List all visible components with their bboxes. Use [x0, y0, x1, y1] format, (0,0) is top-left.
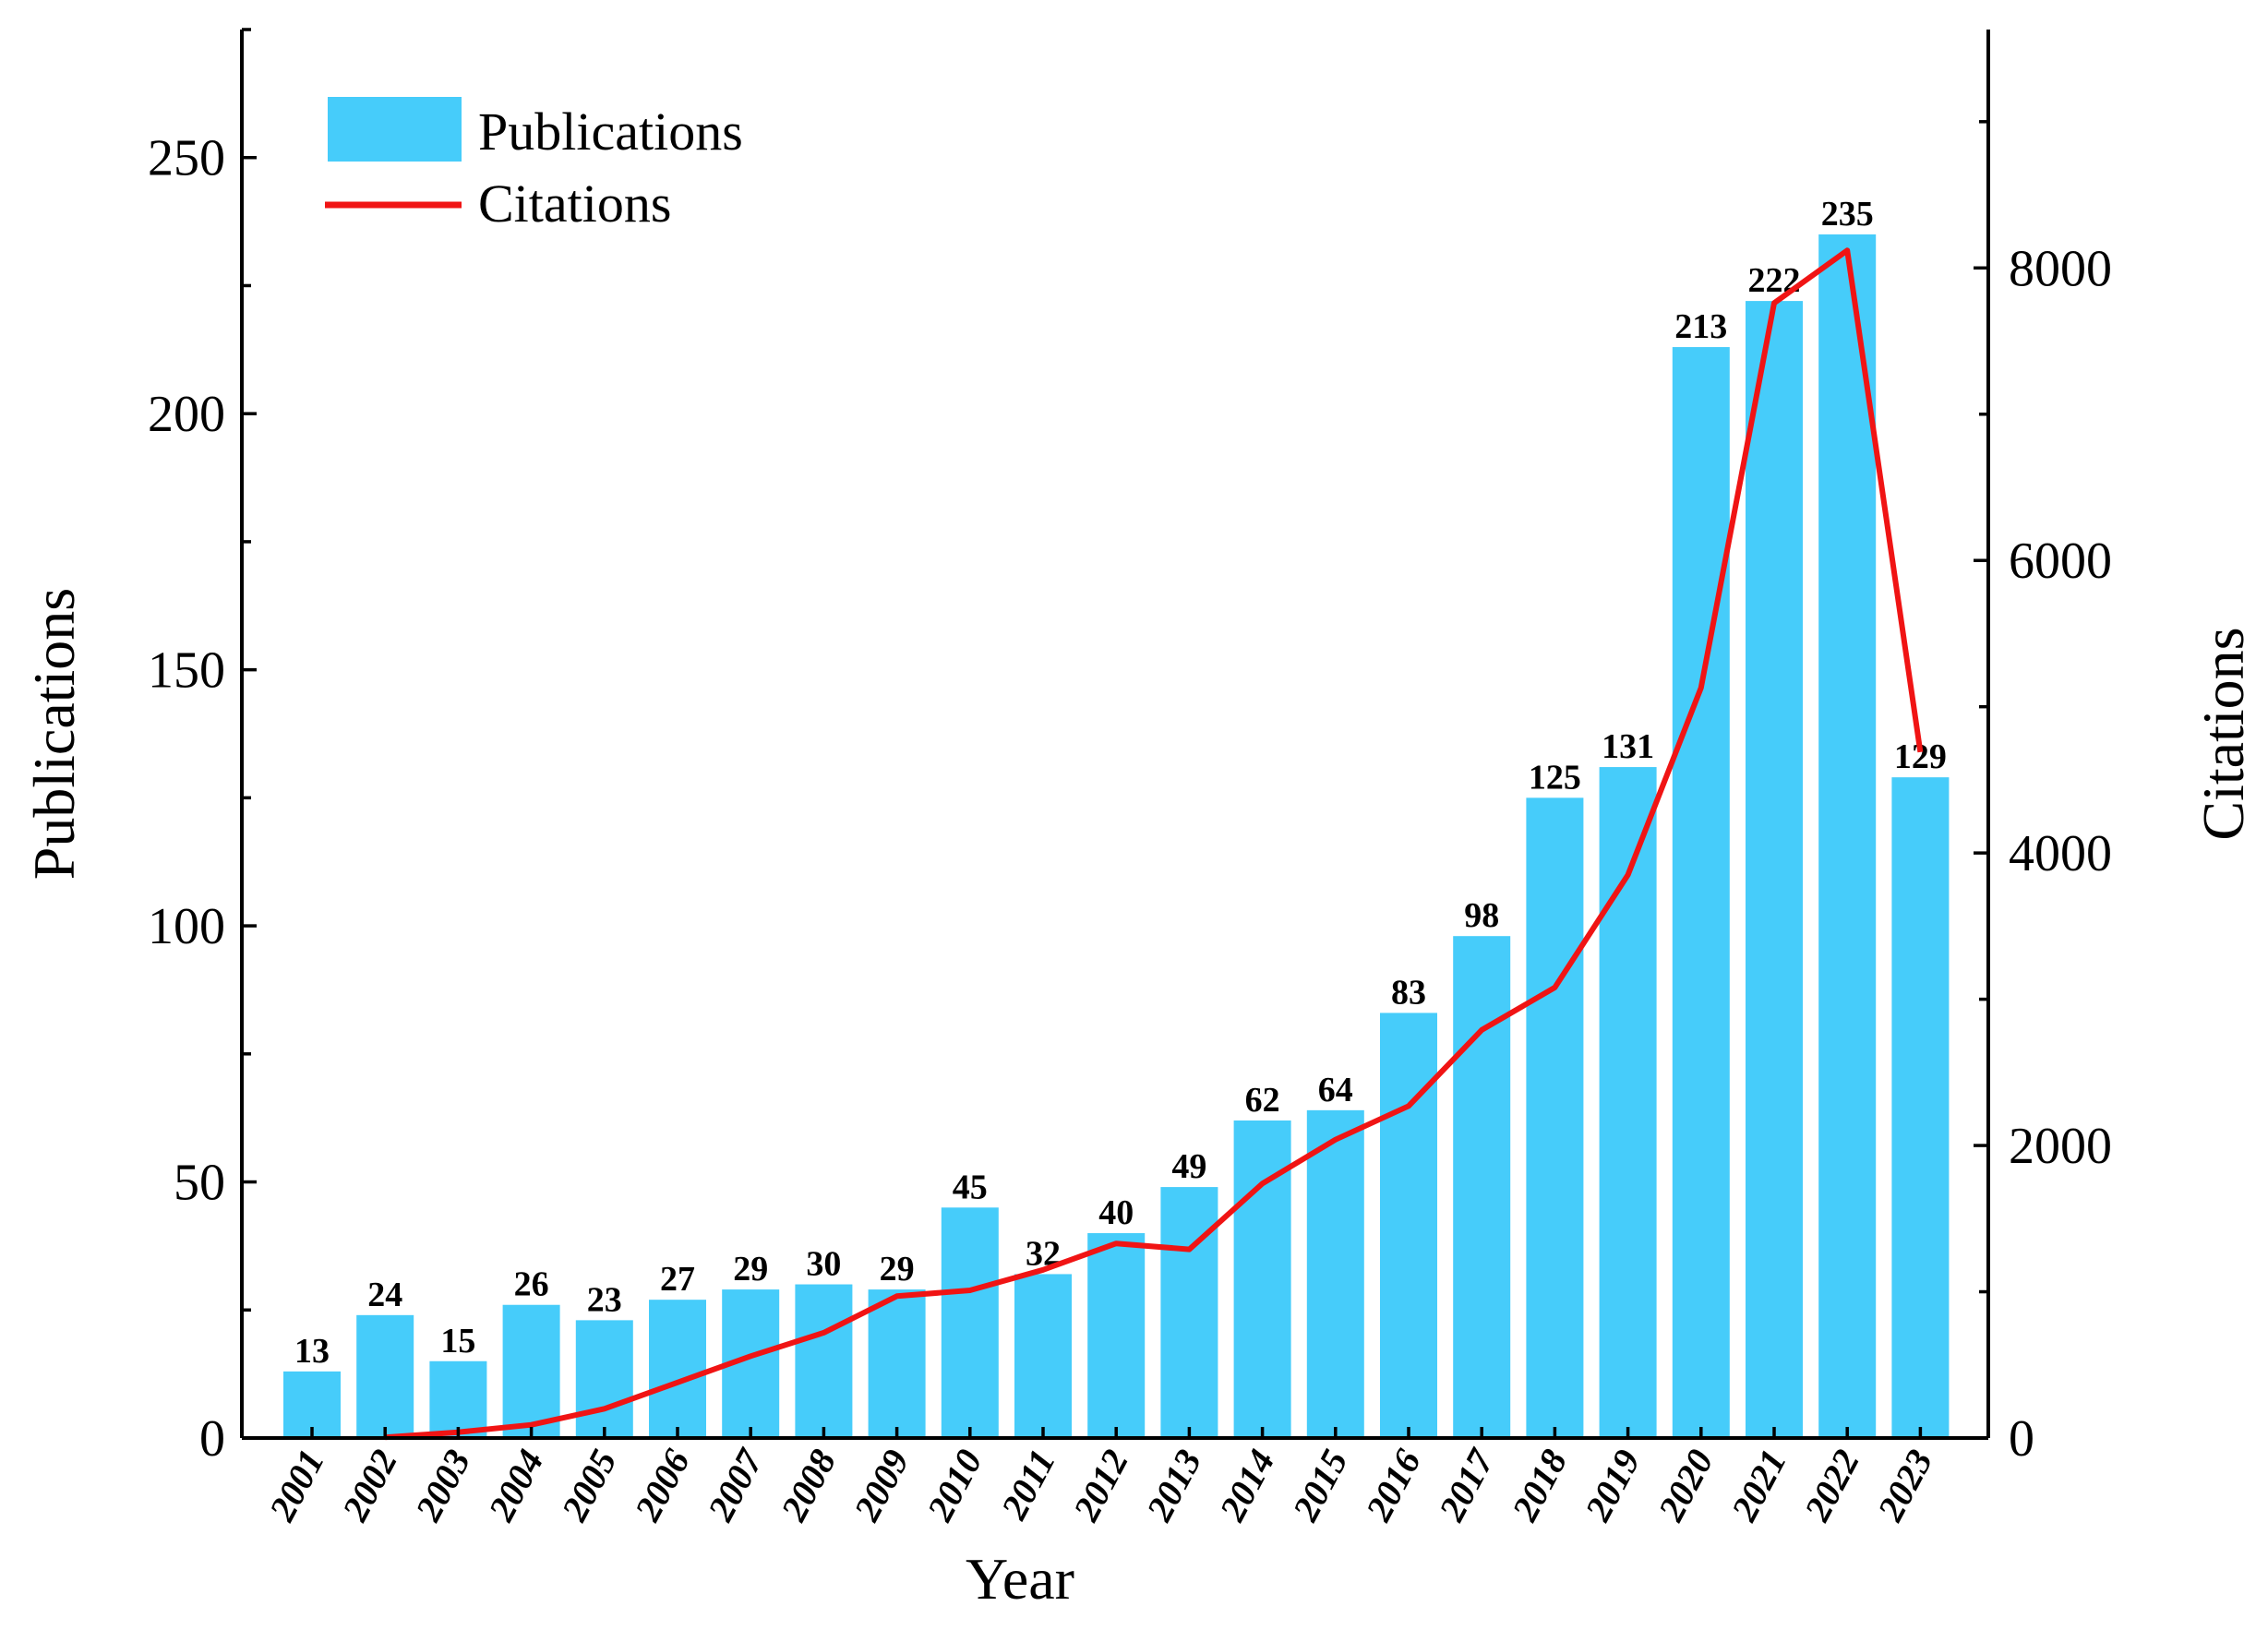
y-axis-title-left: Publications	[21, 588, 87, 880]
x-axis-title: Year	[966, 1546, 1074, 1612]
x-tick-label: 2005	[553, 1443, 625, 1528]
bar-value-label-2006: 27	[660, 1260, 695, 1299]
x-axis-ticks: 2001 2002 2003 2004 2005 2006 2007 2008 2009 2010…	[260, 1427, 1940, 1528]
bar-value-label-2019: 131	[1602, 727, 1654, 766]
bar-value-label-2015: 64	[1318, 1071, 1353, 1109]
x-tick-label: 2008	[773, 1443, 845, 1528]
legend-label-publications: Publications	[478, 102, 743, 162]
bar-value-label-2009: 29	[880, 1250, 915, 1288]
bar-value-label-2016: 83	[1391, 973, 1426, 1012]
right-tick-label: 4000	[2009, 825, 2112, 882]
right-tick-label: 8000	[2009, 240, 2112, 297]
x-tick-label: 2021	[1722, 1443, 1794, 1528]
x-tick-label: 2022	[1795, 1443, 1867, 1528]
left-y-ticks: 0 50 100 150 200 250	[148, 28, 257, 1468]
bar-value-label-2003: 15	[440, 1322, 475, 1360]
legend: Publications Citations	[325, 97, 743, 234]
bar-2015	[1306, 1109, 1364, 1438]
left-tick-label: 150	[148, 642, 225, 700]
bar-2005	[575, 1320, 633, 1438]
bar-value-label-2008: 30	[806, 1245, 841, 1284]
x-tick-label: 2023	[1869, 1443, 1941, 1528]
bar-2003	[429, 1360, 487, 1438]
citations-line	[384, 247, 1924, 1441]
bar-value-label-2002: 24	[367, 1276, 402, 1314]
bar-2001	[283, 1371, 341, 1438]
left-tick-label: 0	[199, 1410, 225, 1468]
left-tick-label: 250	[148, 130, 225, 187]
bar-value-label-2018: 125	[1529, 758, 1581, 797]
x-tick-label: 2012	[1064, 1443, 1136, 1528]
x-tick-label: 2016	[1357, 1443, 1429, 1528]
left-tick-label: 50	[174, 1155, 225, 1212]
bar-2006	[649, 1300, 706, 1438]
x-tick-label: 2020	[1650, 1443, 1722, 1528]
bar-value-label-2010: 45	[953, 1168, 988, 1206]
x-tick-label: 2001	[260, 1443, 332, 1528]
bar-2017	[1453, 936, 1511, 1438]
bar-2018	[1526, 797, 1584, 1438]
line-series-citations	[384, 247, 1924, 1441]
bar-2010	[941, 1207, 999, 1438]
left-tick-label: 100	[148, 898, 225, 955]
bar-value-label-2021: 222	[1748, 261, 1801, 300]
bar-2012	[1087, 1233, 1146, 1438]
bar-2002	[356, 1314, 414, 1438]
right-y-ticks: 0 2000 4000 6000 8000	[1974, 120, 2112, 1468]
bar-2020	[1672, 347, 1730, 1438]
x-tick-label: 2010	[918, 1443, 990, 1528]
bar-value-label-2004: 26	[514, 1265, 549, 1304]
bar-2004	[502, 1304, 560, 1438]
left-tick-label: 200	[148, 386, 225, 443]
x-tick-label: 2007	[699, 1441, 772, 1528]
x-tick-label: 2017	[1430, 1441, 1503, 1528]
bar-2011	[1014, 1274, 1072, 1438]
bar-2022	[1818, 234, 1877, 1439]
x-tick-label: 2014	[1211, 1443, 1283, 1528]
x-tick-label: 2006	[626, 1443, 698, 1528]
bar-2009	[868, 1289, 926, 1438]
right-tick-label: 2000	[2009, 1118, 2112, 1175]
y-axis-title-right: Citations	[2190, 627, 2256, 840]
x-tick-label: 2011	[992, 1443, 1063, 1527]
x-tick-label: 2002	[333, 1443, 405, 1528]
x-tick-label: 2018	[1504, 1443, 1576, 1528]
x-tick-label: 2003	[407, 1443, 479, 1528]
legend-label-citations: Citations	[478, 174, 671, 234]
bar-value-label-2014: 62	[1245, 1081, 1280, 1120]
bar-2013	[1160, 1187, 1218, 1438]
bar-value-label-2005: 23	[587, 1280, 622, 1319]
bar-value-label-2012: 40	[1098, 1193, 1134, 1232]
bar-2016	[1380, 1013, 1437, 1438]
bar-value-label-2007: 29	[733, 1250, 768, 1288]
bar-2023	[1891, 777, 1950, 1438]
x-tick-label: 2015	[1284, 1443, 1356, 1528]
bar-value-label-2001: 13	[294, 1332, 330, 1371]
bar-series-publications	[283, 234, 1950, 1439]
bar-value-label-2017: 98	[1464, 896, 1499, 935]
x-tick-label: 2019	[1577, 1443, 1649, 1528]
right-tick-label: 6000	[2009, 533, 2112, 590]
bar-2008	[795, 1284, 853, 1438]
legend-swatch-publications	[328, 97, 462, 162]
x-tick-label: 2009	[846, 1443, 918, 1528]
bar-value-label-2013: 49	[1171, 1147, 1206, 1186]
bar-2021	[1746, 301, 1803, 1438]
x-tick-label: 2013	[1138, 1443, 1210, 1528]
right-tick-label: 0	[2009, 1410, 2034, 1468]
bar-value-label-2020: 213	[1674, 307, 1727, 346]
x-tick-label: 2004	[480, 1443, 552, 1528]
bar-2014	[1233, 1120, 1291, 1438]
bar-value-label-2022: 235	[1821, 195, 1874, 234]
